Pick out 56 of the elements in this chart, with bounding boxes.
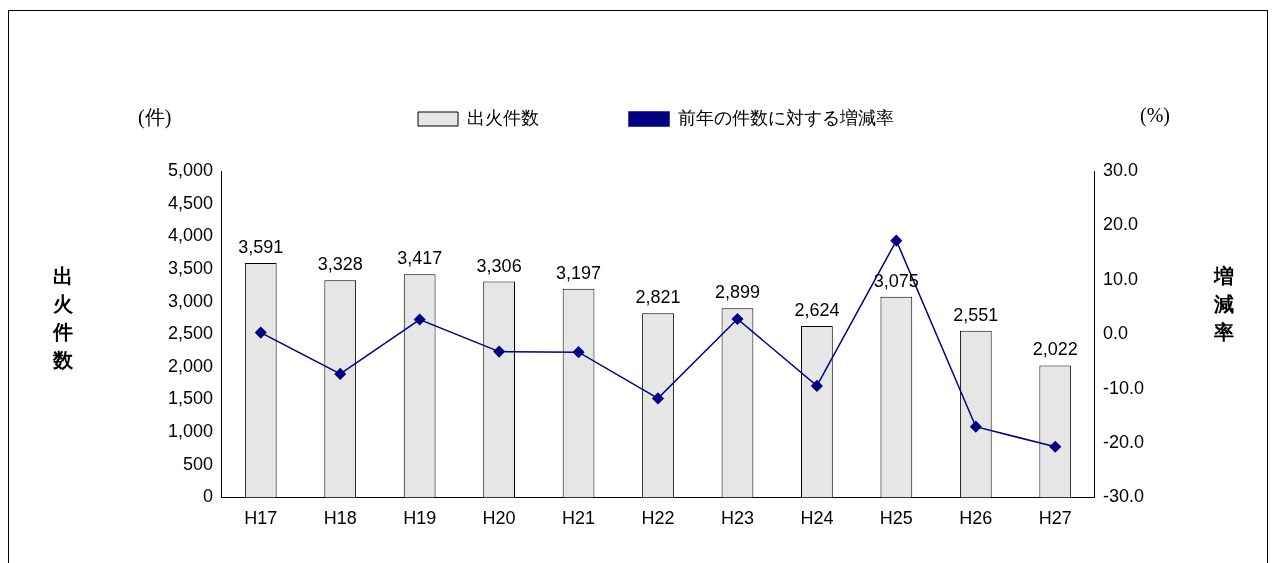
point bbox=[493, 345, 505, 358]
x-tick-label: H23 bbox=[720, 508, 754, 529]
data-label: 2,022 bbox=[1032, 339, 1078, 360]
y-tick-label: 4,000 bbox=[168, 225, 214, 246]
x-tick-label: H25 bbox=[879, 508, 913, 529]
y-tick-label: 5,000 bbox=[168, 159, 214, 180]
point bbox=[890, 234, 903, 247]
x-tick-label: H17 bbox=[244, 508, 278, 529]
x-tick-label: H21 bbox=[562, 508, 596, 529]
y2-tick-label: -30.0 bbox=[1102, 486, 1144, 507]
legend-label: 出火件数 bbox=[467, 107, 539, 128]
y-tick-label: 2,500 bbox=[168, 323, 214, 344]
data-label: 3,197 bbox=[556, 262, 602, 283]
data-label: 3,417 bbox=[397, 248, 443, 269]
x-tick-label: H18 bbox=[323, 508, 357, 529]
y-tick-label: 0 bbox=[203, 486, 214, 507]
y2-tick-label: 10.0 bbox=[1102, 268, 1139, 289]
point bbox=[334, 368, 346, 380]
data-label: 3,591 bbox=[238, 236, 284, 257]
point bbox=[572, 346, 585, 358]
y-tick-label: 4,500 bbox=[168, 192, 214, 213]
y2-tick-label: -10.0 bbox=[1102, 377, 1144, 398]
x-tick-label: H26 bbox=[959, 508, 993, 529]
y-tick-label: 2,000 bbox=[168, 355, 214, 376]
point bbox=[413, 313, 426, 326]
data-label: 2,821 bbox=[635, 287, 681, 308]
y2-tick-label: 30.0 bbox=[1102, 159, 1139, 180]
data-label: 3,306 bbox=[476, 255, 522, 276]
data-label: 2,551 bbox=[953, 304, 999, 325]
point bbox=[731, 313, 744, 325]
y2-axis-title: 増減率 bbox=[1213, 264, 1235, 345]
point bbox=[811, 380, 823, 392]
y2-tick-label: 20.0 bbox=[1102, 214, 1139, 235]
x-tick-label: H19 bbox=[403, 508, 437, 529]
legend-label: 前年の件数に対する増減率 bbox=[678, 107, 894, 128]
y2-tick-label: 0.0 bbox=[1102, 323, 1128, 344]
data-label: 3,328 bbox=[317, 254, 363, 275]
data-label: 2,899 bbox=[714, 282, 760, 303]
point bbox=[652, 392, 664, 405]
data-label: 2,624 bbox=[794, 300, 840, 321]
text: (%) bbox=[1140, 104, 1170, 127]
text: (件) bbox=[138, 105, 172, 131]
x-tick-label: H20 bbox=[482, 508, 516, 529]
y-tick-label: 1,000 bbox=[168, 421, 214, 442]
y-tick-label: 1,500 bbox=[168, 388, 214, 409]
x-tick-label: H24 bbox=[800, 508, 834, 529]
x-tick-label: H27 bbox=[1038, 508, 1072, 529]
x-tick-label: H22 bbox=[641, 508, 675, 529]
point bbox=[1049, 441, 1061, 453]
y-tick-label: 3,500 bbox=[168, 257, 214, 278]
y-tick-label: 3,000 bbox=[168, 290, 214, 311]
point bbox=[970, 420, 982, 433]
y2-tick-label: -20.0 bbox=[1102, 431, 1144, 452]
y-axis-title: 出火件数 bbox=[52, 264, 74, 373]
point bbox=[255, 326, 267, 339]
y-tick-label: 500 bbox=[183, 453, 214, 474]
